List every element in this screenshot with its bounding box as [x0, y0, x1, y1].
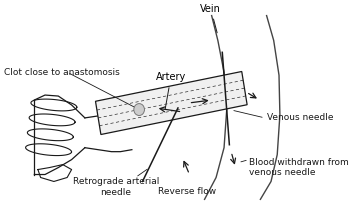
Circle shape	[134, 104, 145, 116]
Text: Artery: Artery	[156, 72, 186, 109]
Text: Retrograde arterial
needle: Retrograde arterial needle	[73, 178, 159, 197]
Text: Clot close to anastomosis: Clot close to anastomosis	[4, 68, 120, 77]
Text: Reverse flow: Reverse flow	[158, 187, 216, 197]
Text: Venous needle: Venous needle	[267, 113, 333, 122]
Polygon shape	[96, 71, 247, 135]
Text: Blood withdrawn from
venous needle: Blood withdrawn from venous needle	[249, 158, 349, 177]
Text: Vein: Vein	[200, 4, 221, 33]
